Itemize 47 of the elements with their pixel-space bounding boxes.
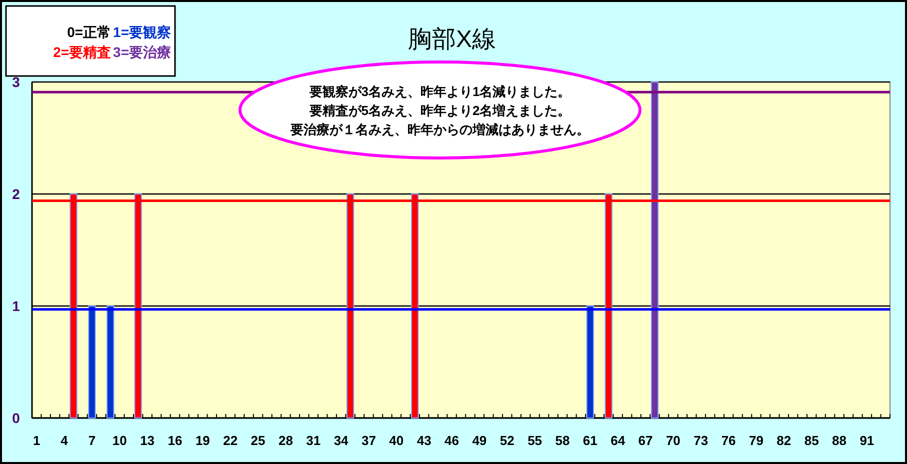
x-tick-label: 61: [582, 433, 598, 448]
bar: [650, 82, 659, 418]
bar: [106, 306, 114, 418]
x-tick-label: 49: [472, 433, 487, 448]
x-tick-label: 91: [860, 433, 874, 448]
x-tick-label: 13: [140, 433, 155, 448]
legend-label: 2=要精査: [53, 44, 112, 60]
x-tick-label: 46: [444, 433, 460, 448]
x-tick-label: 7: [88, 433, 96, 448]
bar: [88, 306, 96, 418]
y-tick-label: 2: [12, 186, 20, 202]
x-tick-label: 82: [776, 433, 792, 448]
x-tick-label: 67: [638, 433, 653, 448]
bar: [586, 306, 594, 418]
x-tick-label: 10: [112, 433, 127, 448]
x-tick-label: 70: [666, 433, 680, 448]
x-tick-label: 34: [334, 433, 350, 448]
x-tick-label: 4: [60, 433, 69, 448]
legend-label: 1=要観察: [113, 24, 171, 40]
y-tick-label: 1: [12, 298, 20, 314]
chart-title: 胸部X線: [408, 26, 496, 53]
x-tick-label: 16: [168, 433, 182, 448]
x-tick-label: 64: [610, 433, 626, 448]
y-tick-label: 0: [12, 410, 20, 426]
x-tick-label: 88: [832, 433, 846, 448]
annotation: 要治療が１名みえ、昨年からの増減はありません。: [290, 122, 590, 137]
x-tick-label: 43: [416, 433, 432, 448]
legend-label: 3=要治療: [113, 44, 171, 60]
x-tick-label: 25: [250, 433, 266, 448]
x-tick-label: 19: [195, 433, 210, 448]
x-tick-label: 28: [278, 433, 293, 448]
x-tick-label: 73: [694, 433, 708, 448]
x-tick-label: 31: [306, 433, 321, 448]
annotation: 要観察が3名みえ、昨年より1名減りました。: [308, 84, 571, 99]
x-tick-label: 79: [748, 433, 764, 448]
annotation: 要精査が5名みえ、昨年より2名増えました。: [308, 103, 571, 118]
y-tick-label: 3: [12, 74, 20, 90]
x-tick-label: 37: [362, 433, 376, 448]
x-tick-label: 52: [500, 433, 514, 448]
x-tick-label: 55: [528, 433, 542, 448]
x-tick-label: 76: [721, 433, 736, 448]
x-tick-label: 58: [555, 433, 570, 448]
x-tick-label: 22: [223, 433, 238, 448]
x-tick-label: 1: [32, 433, 40, 448]
x-tick-label: 40: [389, 433, 404, 448]
x-tick-label: 85: [804, 433, 819, 448]
legend-label: 0=正常: [67, 24, 112, 40]
